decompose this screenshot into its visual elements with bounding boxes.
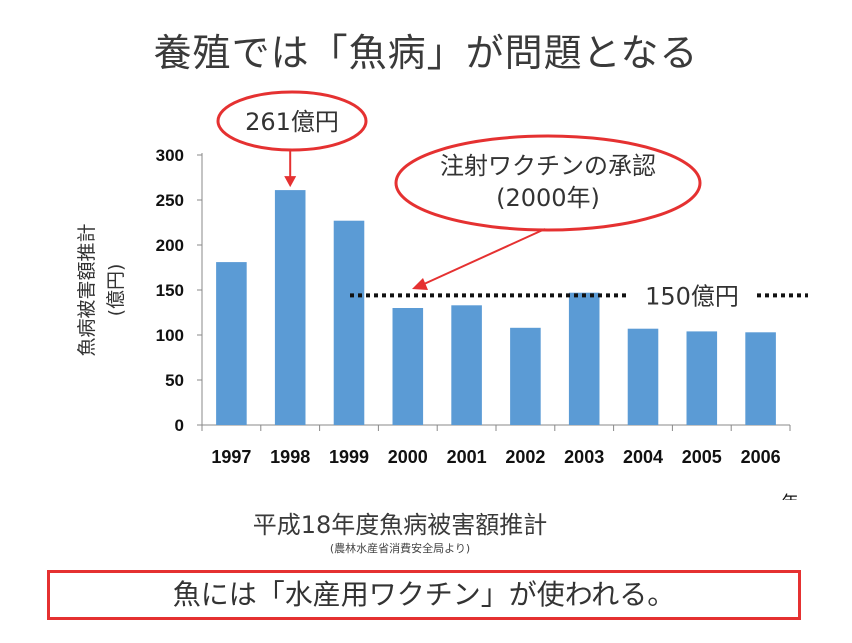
x-tick-label: 2002 [505, 447, 545, 467]
bar [568, 292, 600, 425]
bar [274, 190, 306, 425]
y-tick-label: 50 [165, 371, 184, 390]
x-tick-label: 1999 [329, 447, 369, 467]
y-tick-label: 150 [156, 281, 184, 300]
bar [216, 262, 247, 425]
x-tick-label: 2005 [682, 447, 722, 467]
x-tick-label: 2004 [623, 447, 663, 467]
chart-subtitle: 平成18年度魚病被害額推計 [252, 511, 548, 539]
x-tick-label: 1998 [270, 447, 310, 467]
x-tick-label: 2006 [741, 447, 781, 467]
y-tick-label: 100 [156, 326, 184, 345]
bar [510, 327, 541, 425]
bar [745, 332, 776, 425]
x-tick-label: 2001 [447, 447, 487, 467]
bar [627, 328, 659, 425]
y-axis-label-line2: (億円) [105, 264, 127, 317]
x-tick-label: 2003 [564, 447, 604, 467]
bar [686, 331, 718, 425]
bar [451, 305, 482, 425]
peak-arrow-head [284, 176, 297, 188]
vaccine-callout-ellipse [394, 134, 702, 232]
y-axis-label-line1: 魚病被害額推計 [76, 223, 98, 356]
bar [392, 308, 424, 425]
peak-callout-label: 261億円 [245, 108, 339, 136]
y-axis-label: 魚病被害額推計 (億円) [76, 223, 127, 356]
y-tick-label: 200 [156, 236, 184, 255]
y-tick-label: 300 [156, 146, 184, 165]
vaccine-arrow-head [412, 278, 428, 290]
vaccine-callout-line2: (2000年) [496, 184, 600, 212]
reference-label: 150億円 [645, 282, 739, 310]
conclusion-box: 魚には「水産用ワクチン」が使われる。 [47, 570, 801, 620]
peak-callout-ellipse [216, 90, 368, 152]
tick-labels: 0 50 100 150 200 250 300 1997 1998 1999 2000 2001 20… [156, 146, 799, 500]
y-tick-label: 0 [175, 416, 184, 435]
x-tick-label: 1997 [211, 447, 251, 467]
x-tick-label: 2000 [388, 447, 428, 467]
page-title: 養殖では「魚病」が問題となる [153, 31, 699, 75]
x-axis-label: 年 [782, 493, 799, 500]
vaccine-callout-line1: 注射ワクチンの承認 [440, 152, 656, 180]
conclusion-text: 魚には「水産用ワクチン」が使われる。 [172, 578, 676, 611]
bar [333, 220, 365, 425]
vaccine-arrow [423, 228, 546, 285]
source-note: (農林水産省消費安全局より) [329, 542, 471, 555]
bars [216, 190, 776, 425]
bar-chart: 魚病被害額推計 (億円) 0 50 100 150 200 250 300 1997 1998 1… [76, 90, 808, 500]
y-tick-label: 250 [156, 191, 184, 210]
